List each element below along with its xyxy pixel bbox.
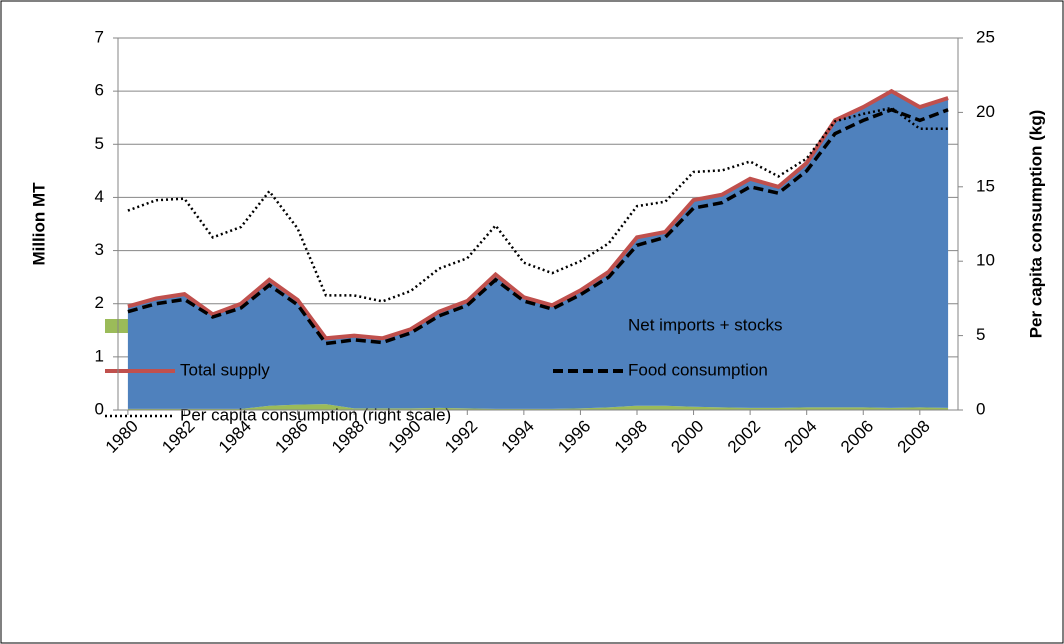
y-tick-label: 0 — [95, 399, 104, 418]
legend-label: Total supply — [180, 360, 270, 379]
y-tick-label: 4 — [95, 187, 104, 206]
line — [127, 106, 949, 303]
y-tick-label: 1 — [95, 346, 104, 365]
y2-tick-label: 10 — [976, 251, 995, 270]
y2-tick-label: 0 — [976, 399, 985, 418]
y2-tick-label: 15 — [976, 176, 995, 195]
legend-label: Net imports + stocks — [628, 315, 782, 334]
y-axis-title: Million MT — [29, 182, 48, 266]
y2-tick-label: 20 — [976, 102, 995, 121]
y-tick-label: 6 — [95, 81, 104, 100]
line — [127, 88, 949, 341]
legend-label: Per capita consumption (right scale) — [180, 405, 451, 424]
area — [127, 91, 949, 409]
y-tick-label: 5 — [95, 134, 104, 153]
y-tick-label: 3 — [95, 240, 104, 259]
legend-label: Food consumption — [628, 360, 768, 379]
y2-tick-label: 25 — [976, 27, 995, 46]
y-tick-label: 2 — [95, 293, 104, 312]
area — [127, 404, 949, 410]
legend-swatch — [553, 319, 623, 333]
y2-tick-label: 5 — [976, 325, 985, 344]
line — [127, 107, 949, 346]
y2-axis-title: Per capita consumption (kg) — [1026, 110, 1045, 339]
y-tick-label: 7 — [95, 27, 104, 46]
